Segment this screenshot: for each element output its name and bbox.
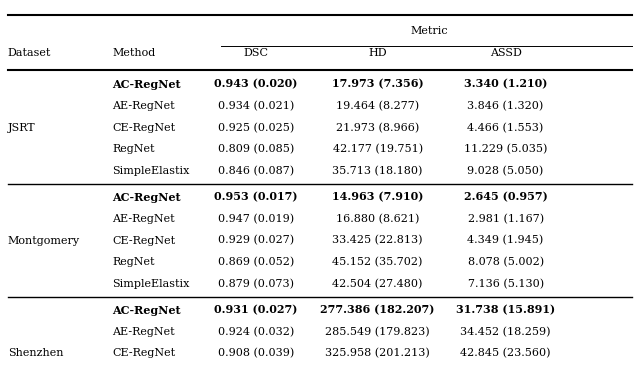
Text: 19.464 (8.277): 19.464 (8.277) [336,101,419,111]
Text: 0.953 (0.017): 0.953 (0.017) [214,192,298,203]
Text: 325.958 (201.213): 325.958 (201.213) [325,348,430,359]
Text: 0.947 (0.019): 0.947 (0.019) [218,214,294,224]
Text: 0.929 (0.027): 0.929 (0.027) [218,235,294,246]
Text: RegNet: RegNet [112,257,154,267]
Text: 2.981 (1.167): 2.981 (1.167) [468,214,543,224]
Text: AC-RegNet: AC-RegNet [112,79,180,90]
Text: 0.943 (0.020): 0.943 (0.020) [214,79,298,90]
Text: DSC: DSC [243,48,269,58]
Text: 0.809 (0.085): 0.809 (0.085) [218,144,294,154]
Text: SimpleElastix: SimpleElastix [112,279,189,289]
Text: 4.466 (1.553): 4.466 (1.553) [467,123,544,133]
Text: 277.386 (182.207): 277.386 (182.207) [321,304,435,316]
Text: HD: HD [368,48,387,58]
Text: RegNet: RegNet [112,144,154,154]
Text: 4.349 (1.945): 4.349 (1.945) [467,235,544,246]
Text: 14.963 (7.910): 14.963 (7.910) [332,192,423,203]
Text: 285.549 (179.823): 285.549 (179.823) [325,327,430,337]
Text: 21.973 (8.966): 21.973 (8.966) [336,123,419,133]
Text: 11.229 (5.035): 11.229 (5.035) [464,144,547,154]
Text: 3.846 (1.320): 3.846 (1.320) [467,101,544,111]
Text: AE-RegNet: AE-RegNet [112,214,175,224]
Text: 7.136 (5.130): 7.136 (5.130) [468,279,543,289]
Text: Method: Method [112,48,156,58]
Text: JSRT: JSRT [8,123,35,132]
Text: 9.028 (5.050): 9.028 (5.050) [467,166,544,176]
Text: 35.713 (18.180): 35.713 (18.180) [332,166,423,176]
Text: CE-RegNet: CE-RegNet [112,349,175,358]
Text: 0.931 (0.027): 0.931 (0.027) [214,304,298,316]
Text: 42.845 (23.560): 42.845 (23.560) [460,348,551,359]
Text: Montgomery: Montgomery [8,235,80,246]
Text: 2.645 (0.957): 2.645 (0.957) [464,192,547,203]
Text: 0.879 (0.073): 0.879 (0.073) [218,279,294,289]
Text: CE-RegNet: CE-RegNet [112,235,175,246]
Text: 0.846 (0.087): 0.846 (0.087) [218,166,294,176]
Text: 0.924 (0.032): 0.924 (0.032) [218,327,294,337]
Text: AC-RegNet: AC-RegNet [112,192,180,203]
Text: 16.880 (8.621): 16.880 (8.621) [336,214,419,224]
Text: 33.425 (22.813): 33.425 (22.813) [332,235,423,246]
Text: AC-RegNet: AC-RegNet [112,304,180,316]
Text: CE-RegNet: CE-RegNet [112,123,175,132]
Text: 0.934 (0.021): 0.934 (0.021) [218,101,294,111]
Text: 31.738 (15.891): 31.738 (15.891) [456,304,555,316]
Text: 42.177 (19.751): 42.177 (19.751) [333,144,422,154]
Text: 0.908 (0.039): 0.908 (0.039) [218,348,294,359]
Text: Metric: Metric [410,26,447,36]
Text: ASSD: ASSD [490,48,522,58]
Text: Shenzhen: Shenzhen [8,349,63,358]
Text: 45.152 (35.702): 45.152 (35.702) [332,257,423,268]
Text: 34.452 (18.259): 34.452 (18.259) [460,327,551,337]
Text: 0.869 (0.052): 0.869 (0.052) [218,257,294,268]
Text: 0.925 (0.025): 0.925 (0.025) [218,123,294,133]
Text: 42.504 (27.480): 42.504 (27.480) [332,279,423,289]
Text: 17.973 (7.356): 17.973 (7.356) [332,79,424,90]
Text: 8.078 (5.002): 8.078 (5.002) [468,257,543,268]
Text: SimpleElastix: SimpleElastix [112,166,189,176]
Text: AE-RegNet: AE-RegNet [112,327,175,337]
Text: AE-RegNet: AE-RegNet [112,101,175,111]
Text: 3.340 (1.210): 3.340 (1.210) [464,79,547,90]
Text: Dataset: Dataset [8,48,51,58]
